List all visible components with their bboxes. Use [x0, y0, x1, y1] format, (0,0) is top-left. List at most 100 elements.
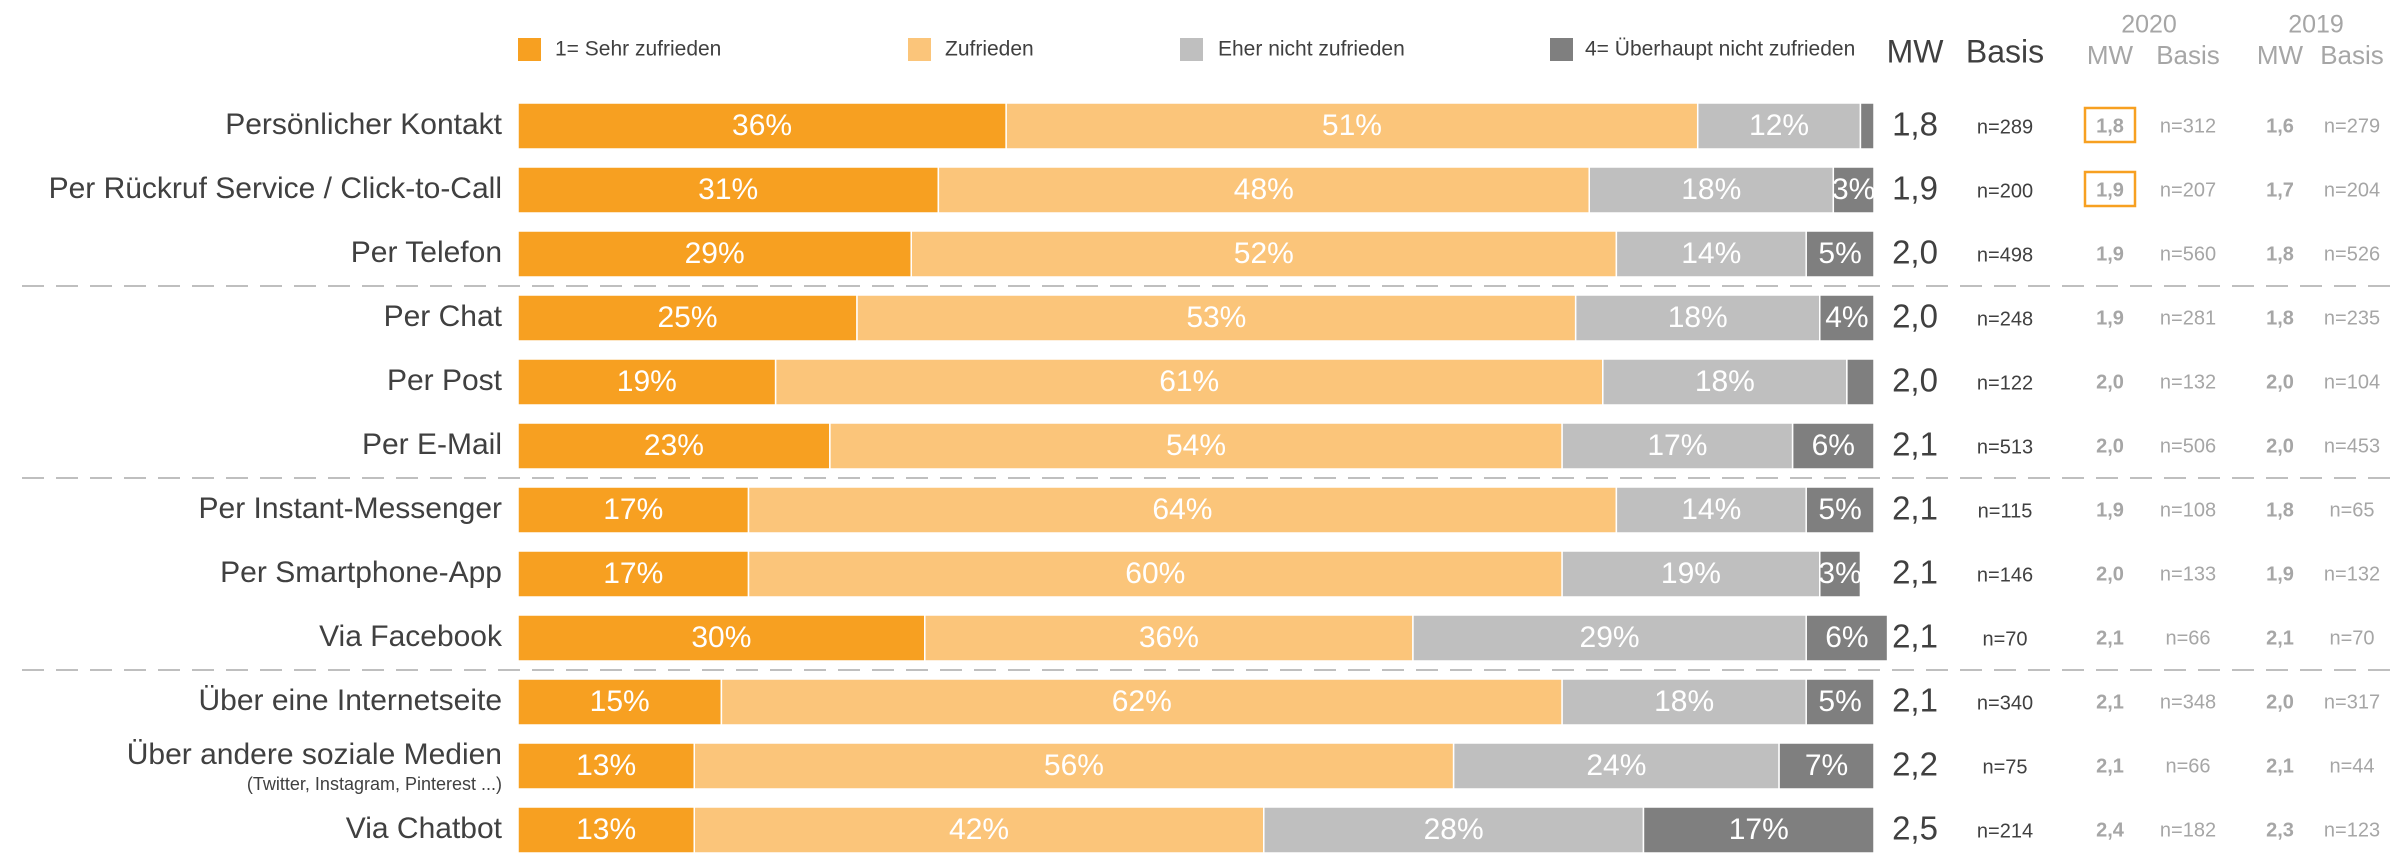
- bar-segment: [517, 550, 750, 598]
- prev-basis-value: n=65: [2329, 499, 2374, 521]
- bar-label: 64%: [1152, 493, 1212, 526]
- bar-label: 53%: [1186, 301, 1246, 334]
- basis-value: n=340: [1977, 692, 2033, 714]
- bar-segment: [1642, 806, 1875, 853]
- category-label: Persönlicher Kontakt: [225, 108, 502, 141]
- mw-value: 2,1: [1892, 554, 1938, 591]
- bar-segment: [517, 614, 926, 662]
- prev-basis-value: n=317: [2324, 691, 2380, 713]
- mw-value: 2,1: [1892, 426, 1938, 463]
- prev-mw-value: 2,1: [2266, 755, 2294, 777]
- bar-label: 56%: [1044, 749, 1104, 782]
- year-header: 2020: [2121, 11, 2177, 39]
- bar-segment: [517, 102, 1007, 150]
- prev-mw-value: 2,1: [2266, 627, 2294, 649]
- category-label: Per E-Mail: [362, 428, 502, 461]
- prev-basis-value: n=132: [2324, 563, 2380, 585]
- bar-segment: [1005, 102, 1699, 150]
- prev-basis-value: n=279: [2324, 115, 2380, 137]
- mw-value: 2,5: [1892, 810, 1938, 847]
- bar-label: 52%: [1234, 237, 1294, 270]
- bar-segment: [1805, 614, 1889, 662]
- prev-basis-value: n=108: [2160, 499, 2216, 521]
- prev-mw-value: 2,0: [2266, 371, 2294, 393]
- bar-segment: [1805, 230, 1875, 278]
- column-header: Basis: [2156, 40, 2220, 70]
- bar-label: 14%: [1681, 493, 1741, 526]
- prev-mw-value: 2,0: [2096, 563, 2124, 585]
- bar-label: 12%: [1749, 109, 1809, 142]
- bar-segment: [1805, 486, 1875, 534]
- prev-basis-value: n=182: [2160, 819, 2216, 841]
- bar-segment: [774, 358, 1604, 406]
- prev-mw-value: 1,8: [2266, 243, 2294, 265]
- bar-segment: [1574, 294, 1821, 342]
- prev-mw-value: 2,0: [2096, 371, 2124, 393]
- prev-mw-value: 2,0: [2266, 691, 2294, 713]
- bar-label: 5%: [1818, 493, 1861, 526]
- bar-label: 19%: [1661, 557, 1721, 590]
- legend-label: Eher nicht zufrieden: [1218, 38, 1405, 61]
- legend-swatch: [908, 38, 931, 61]
- bar-segment: [693, 806, 1265, 853]
- basis-value: n=214: [1977, 820, 2033, 842]
- prev-mw-value: 1,8: [2096, 115, 2124, 137]
- basis-value: n=75: [1982, 756, 2027, 778]
- highlight-box: [2083, 106, 2137, 144]
- legend-label: 4= Überhaupt nicht zufrieden: [1585, 38, 1855, 61]
- prev-basis-value: n=132: [2160, 371, 2216, 393]
- bar-label: 18%: [1654, 685, 1714, 718]
- column-header: MW: [2257, 40, 2304, 70]
- prev-mw-value: 2,1: [2096, 627, 2124, 649]
- bar-segment: [517, 486, 750, 534]
- bar-segment: [1859, 102, 1875, 150]
- prev-mw-value: 1,9: [2096, 499, 2124, 521]
- bar-label: 60%: [1125, 557, 1185, 590]
- bar-label: 3%: [1818, 557, 1861, 590]
- legend-swatch: [1180, 38, 1203, 61]
- prev-basis-value: n=453: [2324, 435, 2380, 457]
- prev-mw-value: 2,3: [2266, 819, 2294, 841]
- bar-segment: [1452, 742, 1780, 790]
- bar-label: 17%: [603, 557, 663, 590]
- column-header: MW: [1887, 33, 1945, 69]
- prev-basis-value: n=526: [2324, 243, 2380, 265]
- bar-segment: [1846, 358, 1875, 406]
- prev-mw-value: 1,7: [2266, 179, 2294, 201]
- bar-segment: [1412, 614, 1807, 662]
- bar-segment: [1778, 742, 1875, 790]
- prev-basis-value: n=560: [2160, 243, 2216, 265]
- bar-segment: [517, 422, 831, 470]
- bar-label: 14%: [1681, 237, 1741, 270]
- prev-mw-value: 1,8: [2266, 499, 2294, 521]
- prev-mw-value: 1,9: [2096, 243, 2124, 265]
- bar-segment: [1615, 230, 1807, 278]
- bar-label: 42%: [949, 813, 1009, 846]
- bar-label: 17%: [1729, 813, 1789, 846]
- bar-label: 18%: [1695, 365, 1755, 398]
- category-label: Per Chat: [384, 300, 503, 333]
- category-label: Per Rückruf Service / Click-to-Call: [49, 172, 502, 205]
- basis-value: n=122: [1977, 372, 2033, 394]
- bar-label: 36%: [1139, 621, 1199, 654]
- bar-segment: [937, 166, 1590, 214]
- basis-value: n=146: [1977, 564, 2033, 586]
- bar-label: 29%: [1580, 621, 1640, 654]
- bar-label: 48%: [1234, 173, 1294, 206]
- bar-segment: [517, 166, 940, 214]
- prev-basis-value: n=66: [2165, 627, 2210, 649]
- mw-value: 1,9: [1892, 170, 1938, 207]
- prev-basis-value: n=44: [2329, 755, 2374, 777]
- bar-label: 13%: [576, 749, 636, 782]
- column-header: Basis: [2320, 40, 2384, 70]
- prev-basis-value: n=235: [2324, 307, 2380, 329]
- bar-segment: [1263, 806, 1645, 853]
- legend-swatch: [1550, 38, 1573, 61]
- prev-basis-value: n=348: [2160, 691, 2216, 713]
- basis-value: n=498: [1977, 244, 2033, 266]
- category-label: Per Telefon: [351, 236, 502, 269]
- category-label: Via Chatbot: [346, 812, 503, 845]
- bar-segment: [910, 230, 1618, 278]
- legend-swatch: [518, 38, 541, 61]
